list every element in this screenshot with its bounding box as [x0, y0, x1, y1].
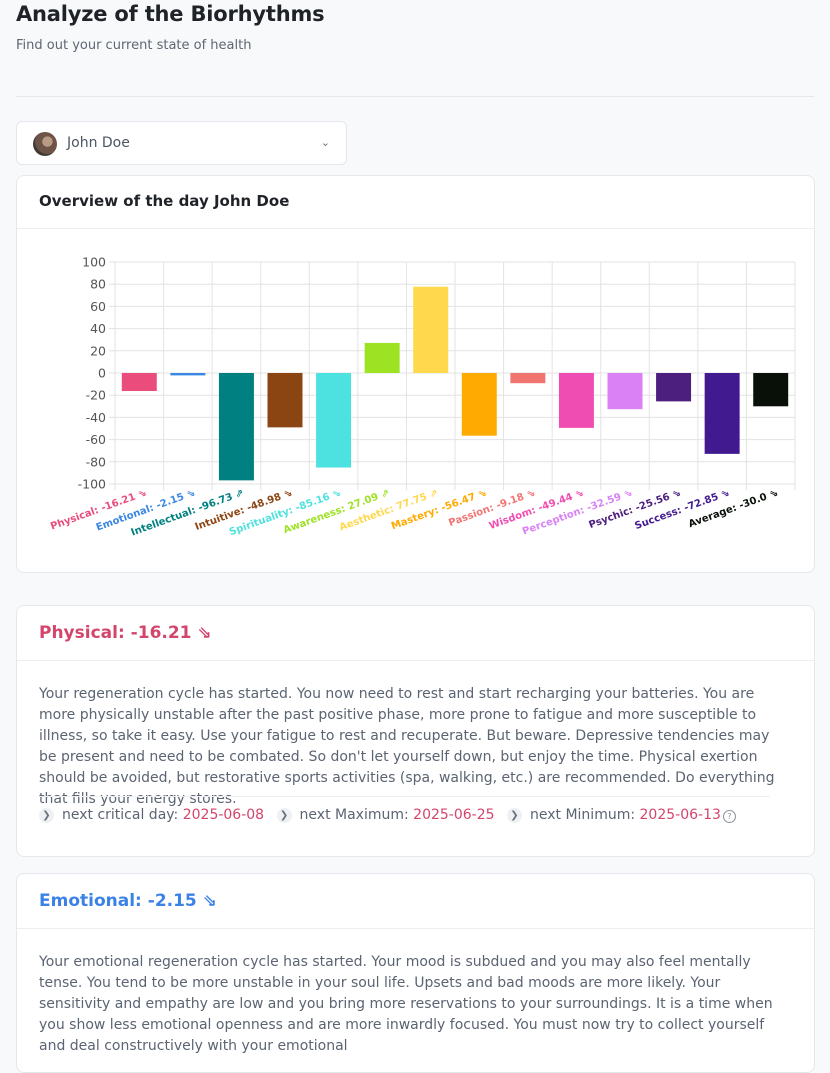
- next-minimum-date: 2025-06-13: [639, 807, 721, 823]
- bar-emotional: [170, 373, 206, 376]
- overview-title: Overview of the day John Doe: [39, 192, 290, 210]
- next-minimum[interactable]: ❯ next Minimum: 2025-06-13?: [507, 807, 736, 823]
- next-maximum-label: next Maximum:: [299, 807, 409, 823]
- emotional-section-card: Emotional: -2.15 ⇘ Your emotional regene…: [16, 873, 815, 1073]
- bar-wisdom: [558, 373, 594, 428]
- y-tick-label: -40: [86, 410, 106, 425]
- bar-spirituality: [316, 373, 352, 468]
- y-tick-label: 40: [90, 321, 106, 336]
- y-tick-label: -80: [86, 454, 106, 469]
- next-maximum-date: 2025-06-25: [413, 807, 495, 823]
- bar-passion: [510, 373, 546, 384]
- y-tick-label: 0: [98, 366, 106, 381]
- next-critical-date: 2025-06-08: [182, 807, 265, 823]
- next-maximum[interactable]: ❯ next Maximum: 2025-06-25: [276, 807, 495, 823]
- bar-psychic: [656, 373, 692, 402]
- emotional-section-title: Emotional: -2.15 ⇘: [39, 891, 217, 911]
- physical-section-header: Physical: -16.21 ⇘: [17, 606, 814, 661]
- overview-card: Overview of the day John Doe 100 80 60 40 20…: [16, 175, 815, 573]
- y-tick-label: 60: [90, 299, 106, 314]
- y-tick-label: 80: [90, 277, 106, 292]
- next-minimum-label: next Minimum:: [530, 807, 636, 823]
- chevron-right-icon: ❯: [276, 808, 292, 823]
- chevron-down-icon: ⌄: [320, 136, 330, 149]
- x-tick-label: Average: -30.0 ⇘: [687, 487, 780, 530]
- y-tick-label: -60: [86, 432, 106, 447]
- divider: [16, 96, 814, 97]
- help-icon[interactable]: ?: [722, 810, 736, 823]
- next-critical-day[interactable]: ❯ next critical day: 2025-06-08: [39, 807, 264, 823]
- next-critical-label: next critical day:: [62, 807, 179, 823]
- bar-success: [704, 373, 740, 454]
- y-tick-label: -20: [86, 388, 106, 403]
- bar-intellectual: [218, 373, 254, 481]
- bar-intuitive: [267, 373, 303, 428]
- y-tick-label: 20: [90, 343, 106, 358]
- overview-card-header: Overview of the day John Doe: [17, 176, 814, 229]
- chevron-right-icon: ❯: [39, 808, 54, 823]
- critical-days-row: ❯ next critical day: 2025-06-08 ❯ next Max…: [39, 796, 770, 823]
- emotional-section-header: Emotional: -2.15 ⇘: [17, 874, 814, 929]
- y-tick-label: 100: [82, 255, 106, 270]
- bar-aesthetic: [413, 286, 449, 373]
- physical-section-body: Your regeneration cycle has started. You…: [39, 686, 775, 807]
- y-tick-label: -100: [78, 477, 106, 492]
- person-select[interactable]: John Doe ⌄: [16, 121, 347, 165]
- bar-physical: [121, 373, 157, 391]
- chevron-right-icon: ❯: [507, 808, 522, 823]
- bar-awareness: [364, 342, 400, 373]
- bar-perception: [607, 373, 643, 410]
- physical-section-card: Physical: -16.21 ⇘ Your regeneration cyc…: [16, 605, 815, 857]
- bar-average: [753, 373, 789, 407]
- page-title: Analyze of the Biorhythms: [16, 2, 325, 26]
- bar-mastery: [461, 373, 497, 436]
- person-name: John Doe: [67, 135, 130, 151]
- page-subtitle: Find out your current state of health: [16, 38, 252, 53]
- emotional-section-body: Your emotional regeneration cycle has st…: [39, 954, 773, 1054]
- avatar: [33, 132, 57, 156]
- physical-section-title: Physical: -16.21 ⇘: [39, 623, 212, 643]
